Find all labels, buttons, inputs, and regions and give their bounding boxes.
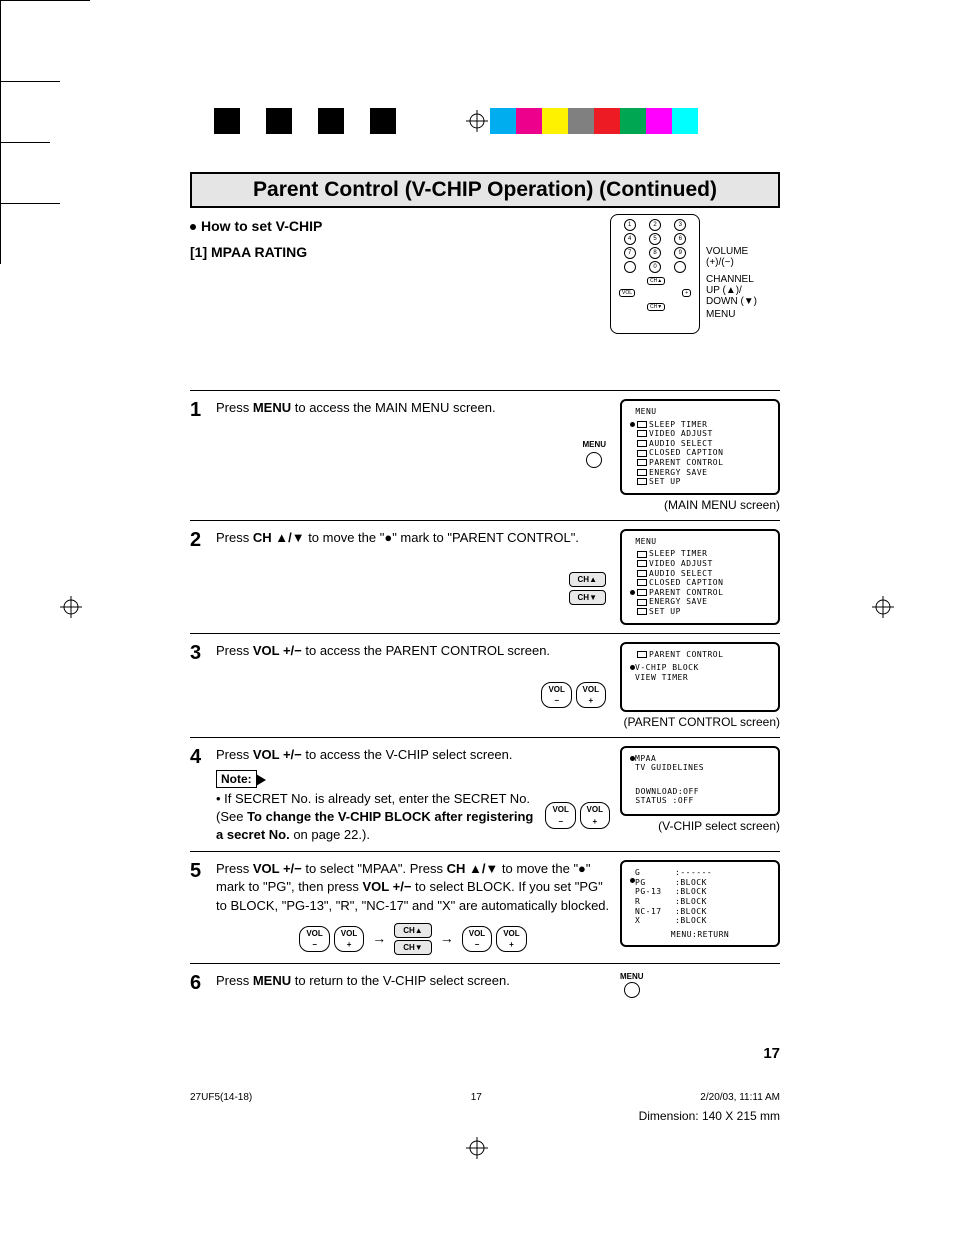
menu-button-label: MENU [582,439,606,450]
crop-mark [0,1,1,81]
vol-plus-button: VOL + [334,926,364,952]
step-number: 4 [190,746,216,844]
color-bars-right [490,108,698,134]
crop-mark [0,143,1,203]
step-row-2: 2 Press CH ▲/▼ to move the "●" mark to "… [190,520,780,633]
screen-label: (PARENT CONTROL screen) [620,715,780,729]
screen-column: PARENT CONTROLV-CHIP BLOCKVIEW TIMER (PA… [620,642,780,729]
main-menu-screen-2: MENUSLEEP TIMERVIDEO ADJUSTAUDIO SELECTC… [620,529,780,625]
vol-minus-button: VOL − [462,926,492,952]
footer: 17 27UF5(14-18) 17 2/20/03, 11:11 AM Dim… [190,1045,780,1123]
step2-buttons: CH▲ CH▼ [216,569,610,605]
color-bars-left [214,108,422,134]
step-body: Press VOL +/− to select "MPAA". Press CH… [216,860,620,955]
page-title: Parent Control (V-CHIP Operation) (Conti… [190,172,780,208]
menu-button-icon [586,452,602,468]
note-text: • If SECRET No. is already set, enter th… [216,790,537,843]
dimension-text: Dimension: 140 X 215 mm [190,1109,780,1123]
step4-buttons: VOL − VOL + [545,790,610,828]
step-number: 6 [190,972,216,998]
content-area: Parent Control (V-CHIP Operation) (Conti… [190,172,780,1006]
remote-diagram: 123 456 789 0 CH▲ CH▼ VOL + VOLUME(+)/(−… [610,214,790,334]
note-tag-wrap: Note: [216,770,610,789]
step-row-5: 5 Press VOL +/− to select "MPAA". Press … [190,851,780,963]
step-row-4: 4 Press VOL +/− to access the V-CHIP sel… [190,737,780,852]
menu-button-label: MENU [620,972,644,981]
mpaa-ratings-screen: G:------PG:BLOCKPG-13:BLOCKR:BLOCKNC-17:… [620,860,780,947]
remote-label-volume: VOLUME(+)/(−) [706,246,786,268]
step-number: 3 [190,642,216,729]
parent-control-screen: PARENT CONTROLV-CHIP BLOCKVIEW TIMER [620,642,780,712]
step-row-1: 1 Press MENU to access the MAIN MENU scr… [190,390,780,520]
crop-mark [0,142,50,143]
vol-minus-button: VOL − [545,802,575,828]
footer-center-page: 17 [471,1092,482,1103]
remote-label-menu: MENU [706,309,786,320]
arrow-icon: → [440,929,454,949]
registration-mark-icon [466,1137,488,1159]
ch-down-button: CH▼ [394,940,431,955]
step3-buttons: VOL − VOL + [216,682,610,708]
vchip-select-screen: MPAATV GUIDELINES DOWNLOAD:OFF STATUS :O… [620,746,780,816]
subheading-1-text: How to set V-CHIP [201,218,322,234]
step-body: Press MENU to access the MAIN MENU scree… [216,399,620,512]
vol-plus-button: VOL + [576,682,606,708]
screen-label: (MAIN MENU screen) [620,498,780,512]
step-row-3: 3 Press VOL +/− to access the PARENT CON… [190,633,780,737]
crop-mark [0,81,60,82]
remote-labels: VOLUME(+)/(−) CHANNELUP (▲)/ DOWN (▼) ME… [706,214,786,322]
vol-plus-button: VOL + [580,802,610,828]
step-number: 5 [190,860,216,955]
arrow-icon: → [372,929,386,949]
step-body: Press MENU to return to the V-CHIP selec… [216,972,620,998]
step-number: 2 [190,529,216,625]
step-body: Press VOL +/− to access the V-CHIP selec… [216,746,620,844]
page-number: 17 [190,1045,780,1062]
registration-mark-icon [872,596,894,618]
crop-mark [0,203,60,204]
page: Parent Control (V-CHIP Operation) (Conti… [0,0,954,1235]
footer-file: 27UF5(14-18) [190,1092,252,1103]
screen-column: MENUSLEEP TIMERVIDEO ADJUSTAUDIO SELECTC… [620,529,780,625]
vol-minus-button: VOL − [541,682,571,708]
screen-column: MENUSLEEP TIMERVIDEO ADJUSTAUDIO SELECTC… [620,399,780,512]
step5-buttons: VOL − VOL + → CH▲ CH▼ → VOL − VOL + [216,923,610,955]
menu-button-icon [624,982,640,998]
crop-mark [0,204,1,264]
step1-buttons: MENU [216,439,610,468]
ch-up-button: CH▲ [569,572,606,587]
remote-label-channel: CHANNELUP (▲)/ DOWN (▼) [706,274,786,307]
remote-outline: 123 456 789 0 CH▲ CH▼ VOL + [610,214,700,334]
footer-line: 27UF5(14-18) 17 2/20/03, 11:11 AM [190,1092,780,1103]
crop-mark [0,0,90,1]
main-menu-screen: MENUSLEEP TIMERVIDEO ADJUSTAUDIO SELECTC… [620,399,780,495]
note-label: Note: [216,770,257,789]
remote-keys: 123 456 789 0 CH▲ CH▼ VOL + [617,219,693,309]
step6-button: MENU [620,972,780,998]
ch-up-button: CH▲ [394,923,431,938]
step-row-6: 6 Press MENU to return to the V-CHIP sel… [190,963,780,1006]
screen-column: G:------PG:BLOCKPG-13:BLOCKR:BLOCKNC-17:… [620,860,780,955]
footer-date: 2/20/03, 11:11 AM [700,1092,780,1103]
step-body: Press CH ▲/▼ to move the "●" mark to "PA… [216,529,620,625]
vol-minus-button: VOL − [299,926,329,952]
screen-column: MPAATV GUIDELINES DOWNLOAD:OFF STATUS :O… [620,746,780,844]
step-body: Press VOL +/− to access the PARENT CONTR… [216,642,620,729]
screen-label: (V-CHIP select screen) [620,819,780,833]
step-number: 1 [190,399,216,512]
ch-down-button: CH▼ [569,590,606,605]
crop-mark [0,82,1,142]
registration-mark-icon [466,110,488,132]
registration-mark-icon [60,596,82,618]
vol-plus-button: VOL + [496,926,526,952]
